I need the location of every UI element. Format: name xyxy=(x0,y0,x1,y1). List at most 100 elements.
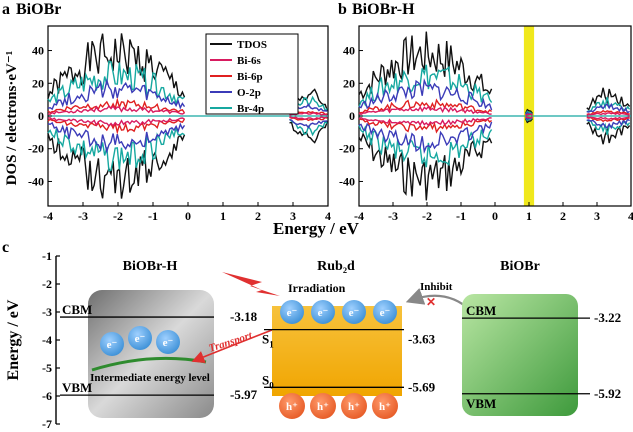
x-tick-label: 4 xyxy=(628,209,633,223)
electron xyxy=(280,300,304,324)
y-tick-label: 40 xyxy=(343,44,355,58)
hole xyxy=(279,393,305,419)
svg-text:e⁻: e⁻ xyxy=(107,339,118,351)
x-tick-label: 1 xyxy=(526,209,532,223)
biobr-vbm-value: -5.92 xyxy=(594,386,621,401)
dos-bi-6s-valence-up xyxy=(47,105,185,116)
dos-bi-6s-conduction-down xyxy=(586,116,630,120)
transport-arrow xyxy=(191,329,273,363)
panel-a-ylabel: DOS / electrons·eV⁻¹ xyxy=(4,51,20,186)
rub2d-s1-label: S1 xyxy=(262,332,274,350)
panel-a-label: a xyxy=(2,1,10,18)
y-tick-label: 20 xyxy=(343,76,355,90)
panel-a: a BiOBr -4 -3 -2 -1 0 1 2 3 4 -40 -20 0 20 40 DOS / e… xyxy=(2,1,331,223)
dos-tdos-conduction-down xyxy=(289,121,328,144)
x-tick-label: -4 xyxy=(43,209,53,223)
svg-text:e⁻: e⁻ xyxy=(135,333,146,345)
panel-c-yaxis: -1 -2 -3 -4 -5 -6 -7 xyxy=(42,249,60,431)
dos-o-2p-conduction-down xyxy=(586,118,631,130)
dos-bi-6p-conduction-down xyxy=(586,116,630,123)
transport-label: Transport xyxy=(207,329,254,355)
electron xyxy=(156,330,180,354)
col-title-biobr: BiOBr xyxy=(500,259,540,274)
x-tick-label: -2 xyxy=(113,209,123,223)
x-tick-label: 3 xyxy=(594,209,600,223)
dos-br-4p-valence-down xyxy=(47,125,185,172)
legend-o2p: O-2p xyxy=(237,87,261,99)
irradiation-label: Irradiation xyxy=(288,281,346,295)
rub2d-s0-label: S0 xyxy=(262,372,274,390)
svg-text:h⁺: h⁺ xyxy=(379,401,391,413)
svg-text:h⁺: h⁺ xyxy=(286,401,298,413)
y-tick-label: -6 xyxy=(42,389,52,403)
dos-bi-6s-conduction-up xyxy=(289,112,328,117)
x-tick-label: 2 xyxy=(255,209,261,223)
dos-tdos-valence-down xyxy=(47,133,186,199)
panel-c-label: c xyxy=(2,239,9,256)
svg-text:e⁻: e⁻ xyxy=(287,307,298,319)
dos-bi-6s-conduction-up xyxy=(586,112,630,116)
intermediate-level-label: Intermediate energy level xyxy=(90,372,210,384)
dos-bi-6p-valence-down xyxy=(358,118,492,134)
y-tick-label: 0 xyxy=(349,109,355,123)
dos-bi-6s-valence-up xyxy=(358,105,492,116)
legend: TDOS Bi-6s Bi-6p O-2p Br-4p xyxy=(205,33,299,115)
x-tick-label: 3 xyxy=(290,209,296,223)
y-tick-label: -3 xyxy=(42,305,52,319)
dos-o-2p-conduction-down xyxy=(289,119,328,129)
y-tick-label: -20 xyxy=(339,142,355,156)
dos-o-2p-valence-up xyxy=(358,77,493,111)
legend-bi6s: Bi-6s xyxy=(237,55,262,67)
y-tick-label: -5 xyxy=(42,361,52,375)
panel-c: c -1 -2 -3 -4 -5 -6 -7 Energy / eV xyxy=(2,239,621,431)
lightning-icon xyxy=(222,272,280,296)
y-tick-label: 40 xyxy=(32,44,44,58)
biobr-h-vbm-label: VBM xyxy=(62,380,92,395)
panel-b-ticks: -4 -3 -2 -1 0 1 2 3 4 -40 -20 0 20 40 xyxy=(339,44,633,223)
svg-text:e⁻: e⁻ xyxy=(349,307,360,319)
rub2d-s1-value: -3.63 xyxy=(408,332,436,347)
x-tick-label: -3 xyxy=(388,209,398,223)
x-tick-label: 2 xyxy=(560,209,566,223)
dos-br-4p-valence-up xyxy=(358,64,493,108)
inhibit-label: Inhibit xyxy=(420,281,453,293)
biobr-cbm-value: -3.22 xyxy=(594,310,621,325)
y-tick-label: -1 xyxy=(42,249,52,263)
x-tick-label: -1 xyxy=(148,209,158,223)
legend-br4p: Br-4p xyxy=(237,103,264,115)
biobr-cbm-label: CBM xyxy=(466,303,496,318)
rub2d-s0-value: -5.69 xyxy=(408,379,436,394)
biobr-h-electrons: e⁻ e⁻ e⁻ xyxy=(100,326,180,356)
svg-text:h⁺: h⁺ xyxy=(317,401,329,413)
biobr-vbm-label: VBM xyxy=(466,396,496,411)
biobr-h-cbm-value: -3.18 xyxy=(230,309,258,324)
dos-tdos-conduction-down xyxy=(586,121,631,145)
dos-br-4p-valence-down xyxy=(358,124,493,168)
dos-tdos-conduction-up xyxy=(586,87,631,111)
x-tick-label: 1 xyxy=(220,209,226,223)
dos-bi-6p-conduction-down xyxy=(289,116,328,122)
svg-text:h⁺: h⁺ xyxy=(348,401,360,413)
electron xyxy=(342,300,366,324)
svg-text:e⁻: e⁻ xyxy=(163,337,174,349)
x-tick-label: -1 xyxy=(456,209,466,223)
y-tick-label: -2 xyxy=(42,277,52,291)
col-title-biobr-h: BiOBr-H xyxy=(123,259,178,274)
y-tick-label: 0 xyxy=(38,109,44,123)
hole xyxy=(372,393,398,419)
dos-tdos-valence-up xyxy=(358,31,493,100)
shared-xlabel: Energy / eV xyxy=(273,219,360,238)
electron xyxy=(128,326,152,350)
electron xyxy=(373,300,397,324)
inhibit-arrow xyxy=(405,288,471,311)
dos-bi-6s-conduction-down xyxy=(289,115,328,120)
dos-bi-6s-valence-down xyxy=(358,116,492,127)
y-tick-label: 20 xyxy=(32,76,44,90)
dos-bi-6p-valence-up xyxy=(358,98,492,114)
dos-bi-6s-midgap-down xyxy=(525,116,533,119)
biobr-box xyxy=(462,294,578,416)
panel-a-ticks: -4 -3 -2 -1 0 1 2 3 4 -40 -20 0 20 40 xyxy=(28,44,331,223)
svg-text:e⁻: e⁻ xyxy=(318,307,329,319)
biobr-h-vbm-value: -5.97 xyxy=(230,387,258,402)
